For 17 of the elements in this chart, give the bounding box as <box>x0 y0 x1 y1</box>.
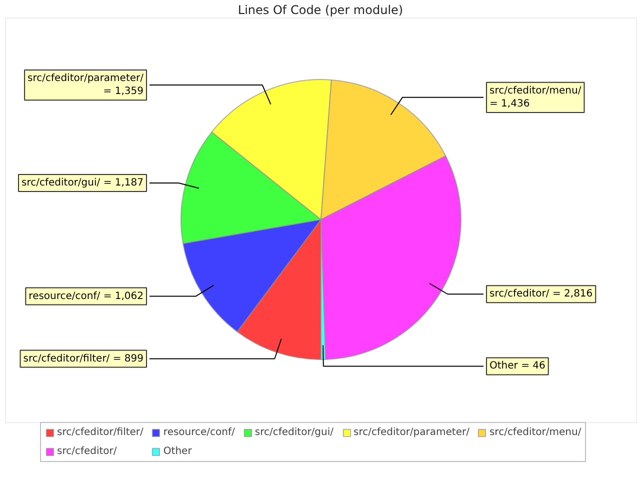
slice-label: src/cfeditor/parameter/ <box>28 72 144 84</box>
data-label: = 1,359 <box>103 86 144 98</box>
category-label: Other = 46 <box>490 360 546 372</box>
chart-title: Lines Of Code (per module) <box>238 3 404 17</box>
legend-label: src/cfeditor/ <box>57 446 117 457</box>
legend-label: src/cfeditor/menu/ <box>489 427 582 438</box>
legend-label: Other <box>163 446 192 457</box>
category-label: src/cfeditor/filter/ = 899 <box>23 353 144 364</box>
data-label: = 1,436 <box>490 98 530 110</box>
legend-label: src/cfeditor/gui/ <box>254 427 334 438</box>
category-label: src/cfeditor/gui/ = 1,187 <box>22 177 144 188</box>
legend-label: resource/conf/ <box>163 427 235 438</box>
legend-label: src/cfeditor/filter/ <box>57 427 144 438</box>
slice-label: src/cfeditor/menu/ <box>490 85 582 96</box>
legend-label: src/cfeditor/parameter/ <box>354 427 470 438</box>
category-label: src/cfeditor/ = 2,816 <box>490 288 593 300</box>
category-label: resource/conf/ = 1,062 <box>28 290 144 302</box>
